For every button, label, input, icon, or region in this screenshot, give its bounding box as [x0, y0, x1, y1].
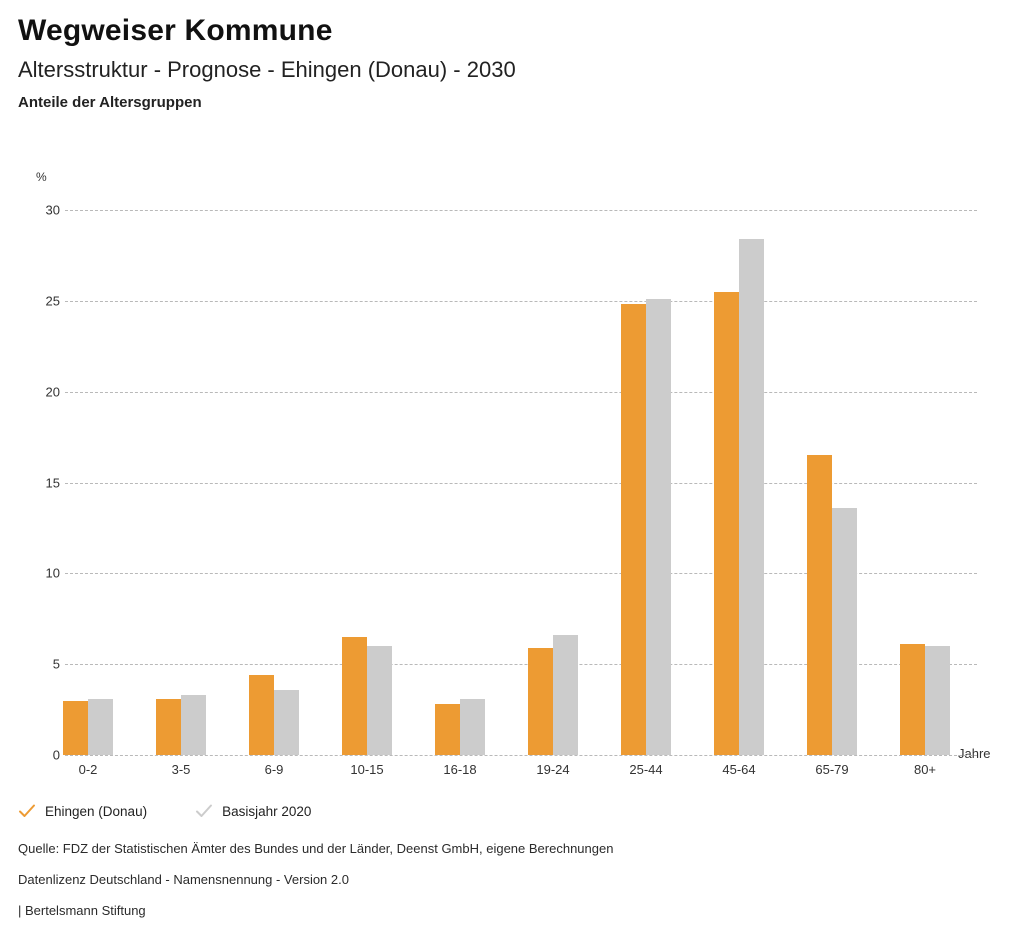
chart-container: % Jahre 0 5 10 15 20 25 30 0-2 3-5 6-9 10-15 16-18… [0, 160, 1024, 800]
chart-subtitle: Altersstruktur - Prognose - Ehingen (Don… [18, 56, 516, 82]
bar-group [714, 205, 764, 755]
chart-footer: Quelle: FDZ der Statistischen Ämter des … [18, 842, 998, 935]
footer-line: | Bertelsmann Stiftung [18, 903, 146, 918]
gridline [65, 210, 977, 211]
footer-line: Datenlizenz Deutschland - Namensnennung … [18, 872, 349, 887]
gridline [65, 573, 977, 575]
chart-legend: Ehingen (Donau) Basisjahr 2020 [18, 802, 359, 820]
x-axis-tick-label: 65-79 [815, 762, 849, 777]
bar[interactable] [156, 698, 181, 755]
bar-group [63, 205, 113, 755]
bar[interactable] [900, 644, 925, 755]
plot-area: 0 5 10 15 20 25 30 0-2 3-5 6-9 10-15 16-18 19-24 25-… [40, 160, 977, 800]
bar[interactable] [435, 704, 460, 755]
y-axis-tick-label: 0 [52, 747, 60, 763]
bar[interactable] [249, 675, 274, 755]
bar[interactable] [181, 695, 206, 755]
legend-item[interactable]: Ehingen (Donau) [18, 802, 147, 820]
gridline [65, 300, 977, 302]
bar[interactable] [832, 507, 857, 755]
bar[interactable] [274, 689, 299, 755]
check-icon [18, 802, 36, 820]
bar[interactable] [88, 698, 113, 755]
page-title: Wegweiser Kommune [18, 14, 333, 47]
x-axis-tick-label: 25-44 [629, 762, 663, 777]
gridline [65, 391, 977, 393]
x-axis-tick-label: 6-9 [264, 762, 284, 777]
bars-layer [40, 160, 956, 800]
bar[interactable] [739, 239, 764, 755]
x-axis-unit-label: Jahre [958, 746, 991, 761]
bar-group [807, 205, 857, 755]
legend-item-label: Ehingen (Donau) [45, 803, 148, 819]
x-axis-tick-label: 16-18 [443, 762, 477, 777]
bar-group [621, 205, 671, 755]
x-axis-tick-label: 19-24 [536, 762, 570, 777]
x-axis-tick-label: 10-15 [350, 762, 384, 777]
x-axis-tick-label: 45-64 [722, 762, 756, 777]
bar[interactable] [714, 291, 739, 755]
bar[interactable] [646, 299, 671, 755]
legend-item-label: Basisjahr 2020 [222, 803, 312, 819]
y-axis-tick-label: 10 [45, 565, 60, 581]
bar-group [900, 205, 950, 755]
bar[interactable] [621, 304, 646, 755]
bar[interactable] [553, 635, 578, 755]
bar-group [342, 205, 392, 755]
x-axis-tick-label: 3-5 [171, 762, 191, 777]
bar[interactable] [63, 700, 88, 755]
bar-group [249, 205, 299, 755]
bar-group [435, 205, 485, 755]
gridline [65, 664, 977, 666]
gridline [65, 482, 977, 484]
footer-line: Quelle: FDZ der Statistischen Ämter des … [18, 841, 614, 856]
gridline [65, 755, 977, 756]
y-axis-tick-label: 15 [45, 475, 60, 490]
legend-item[interactable]: Basisjahr 2020 [195, 802, 311, 820]
x-axis-tick-label: 80+ [913, 762, 937, 777]
y-axis-tick-label: 25 [45, 293, 60, 309]
bar[interactable] [367, 646, 392, 755]
y-axis-tick-label: 5 [52, 656, 60, 672]
bar[interactable] [528, 647, 553, 755]
check-icon [195, 802, 213, 820]
bar-group [156, 205, 206, 755]
bar[interactable] [342, 636, 367, 755]
bar-group [528, 205, 578, 755]
x-axis-tick-label: 0-2 [78, 762, 98, 777]
bar[interactable] [460, 698, 485, 755]
y-axis-tick-label: 30 [45, 202, 60, 218]
bar[interactable] [807, 455, 832, 755]
bar[interactable] [925, 646, 950, 755]
chart-caption: Anteile der Altersgruppen [18, 93, 202, 111]
y-axis-unit-label: % [36, 170, 47, 184]
y-axis-tick-label: 20 [45, 384, 60, 400]
page-header: Wegweiser Kommune Altersstruktur - Progn… [18, 14, 998, 111]
